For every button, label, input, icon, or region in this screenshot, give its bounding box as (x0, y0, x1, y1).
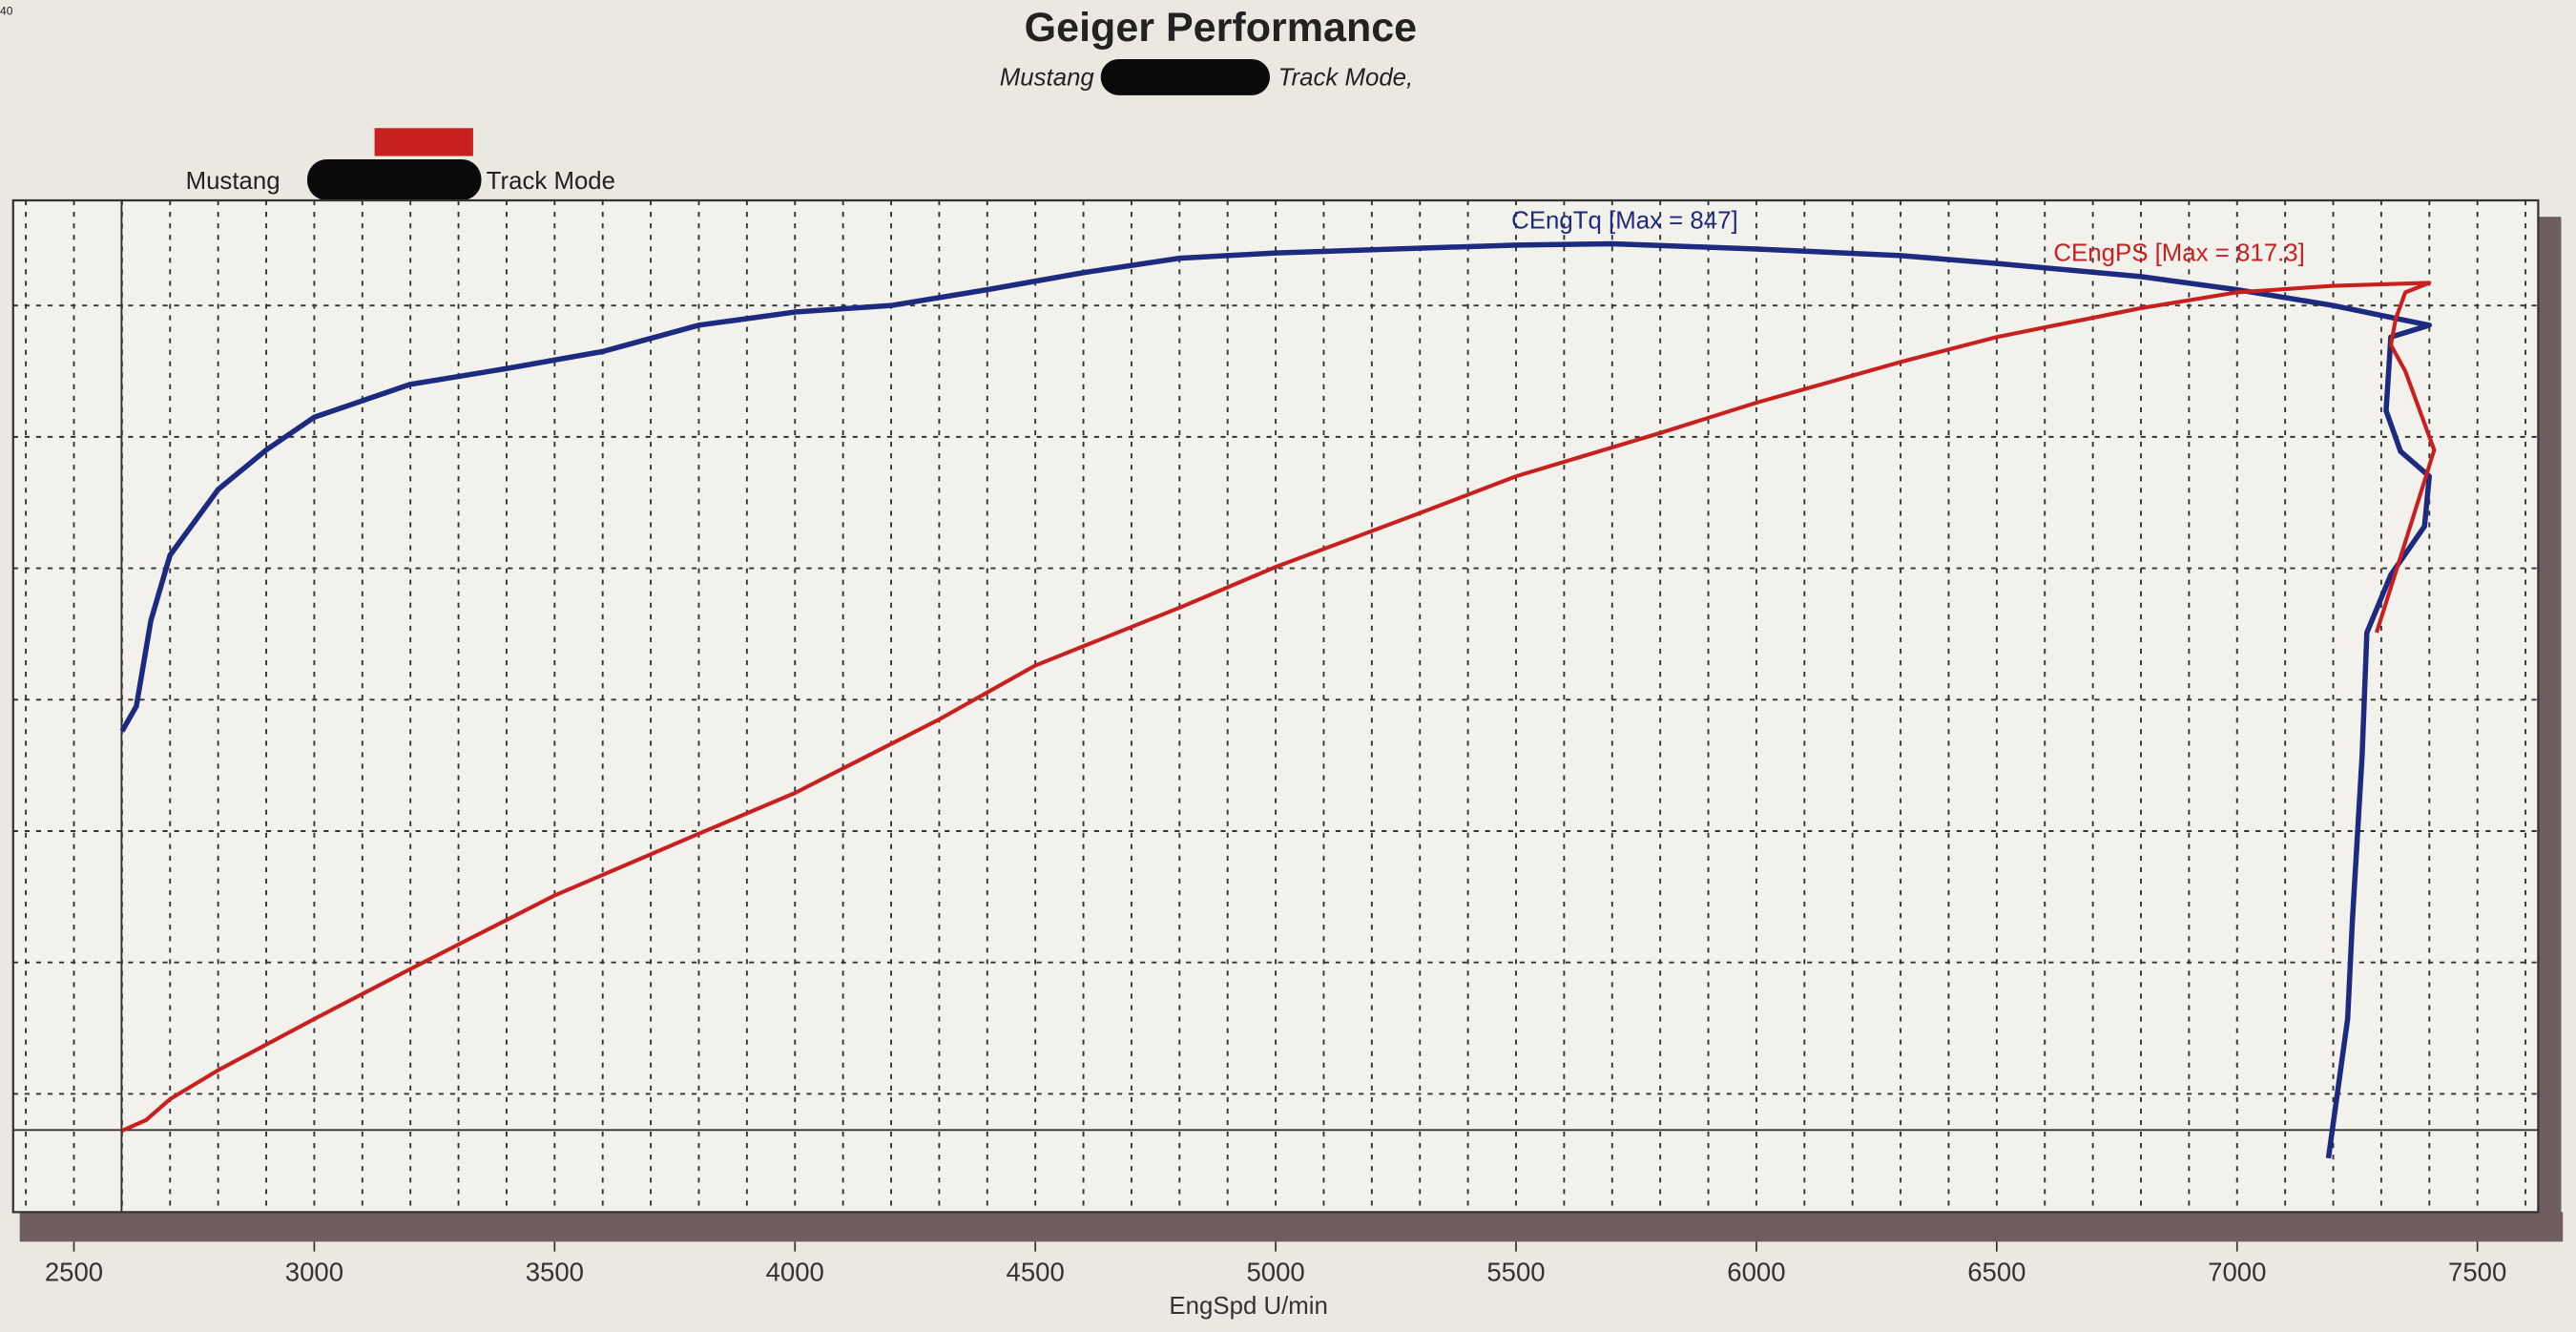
legend-redaction (307, 158, 482, 201)
x-tick-label: 4500 (1007, 1258, 1065, 1287)
x-tick-label: 4000 (766, 1258, 824, 1287)
cengtq-line (119, 240, 2432, 1159)
x-tick-label: 5000 (1246, 1258, 1304, 1287)
x-tick-label: 2500 (45, 1258, 103, 1287)
subtitle-redaction (1100, 58, 1271, 95)
corner-mark: 40 (0, 4, 13, 17)
power-series-label: CEngPS [Max = 817.3] (2053, 240, 2304, 267)
subtitle-suffix: Track Mode, (1278, 65, 1414, 92)
x-axis-ticks: 2500 3000 3500 4000 4500 5000 5500 6000 6500 7000… (45, 1241, 2506, 1287)
cengps-line (121, 281, 2437, 1133)
plot-shadow-right (2538, 217, 2562, 1238)
x-tick-label: 3500 (526, 1258, 584, 1287)
page-title: Geiger Performance (1025, 5, 1417, 51)
legend-suffix: Track Mode (487, 168, 615, 195)
plot-shadow-bottom (19, 1212, 2564, 1242)
x-tick-label: 5500 (1486, 1258, 1545, 1287)
x-tick-label: 6000 (1727, 1258, 1785, 1287)
torque-series-label: CEngTq [Max = 847] (1511, 207, 1738, 234)
legend-swatch (374, 128, 473, 156)
x-tick-label: 7500 (2448, 1258, 2506, 1287)
legend-prefix: Mustang (186, 168, 280, 195)
subtitle-prefix: Mustang (1000, 65, 1095, 92)
x-tick-label: 7000 (2208, 1258, 2266, 1287)
x-tick-label: 3000 (285, 1258, 343, 1287)
x-axis-label: EngSpd U/min (1169, 1293, 1327, 1320)
x-tick-label: 6500 (1967, 1258, 2025, 1287)
series-lines (119, 240, 2437, 1159)
